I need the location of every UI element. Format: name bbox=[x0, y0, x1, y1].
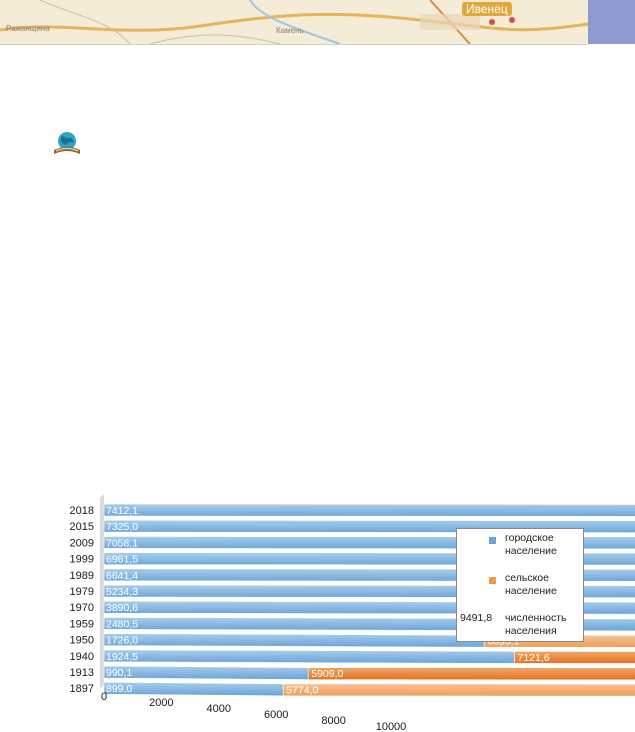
category-label: 1950 bbox=[70, 635, 94, 647]
legend-total-sample: 9491,8 bbox=[460, 612, 493, 624]
bar-urban bbox=[103, 649, 515, 664]
legend-urban-line1: городское bbox=[505, 532, 554, 544]
town-label: Ивенец bbox=[462, 2, 512, 16]
ticks-layer: 0 2000 4000 6000 8000 10000 bbox=[101, 691, 406, 732]
category-label: 1970 bbox=[70, 602, 94, 614]
legend-total-line2: населения bbox=[505, 625, 557, 637]
data-label-urban: 7058,1 bbox=[106, 537, 138, 549]
chart-wall bbox=[100, 494, 104, 689]
x-tick-label: 10000 bbox=[376, 721, 407, 732]
category-label: 1897 bbox=[70, 683, 94, 695]
x-tick-label: 2000 bbox=[149, 697, 173, 709]
labels-layer: 20187412,12079,79491,820157325,02155,994… bbox=[70, 505, 550, 696]
x-tick-label: 6000 bbox=[264, 709, 288, 721]
data-label-urban: 899,0 bbox=[106, 683, 132, 695]
x-tick-label: 4000 bbox=[207, 703, 231, 715]
data-label-urban: 2480,5 bbox=[106, 618, 138, 630]
data-label-urban: 6961,5 bbox=[106, 554, 138, 566]
legend-swatch-rural bbox=[489, 577, 496, 584]
category-label: 2009 bbox=[70, 537, 94, 549]
bar-urban bbox=[103, 633, 485, 648]
category-label: 1979 bbox=[70, 586, 94, 598]
data-label-urban: 3890,6 bbox=[106, 602, 138, 614]
category-label: 1999 bbox=[70, 554, 94, 566]
bar-rural bbox=[514, 651, 635, 664]
legend-urban-line2: население bbox=[505, 545, 557, 557]
data-label-urban: 1924,5 bbox=[106, 651, 138, 663]
category-label: 2015 bbox=[70, 521, 94, 533]
bar-urban bbox=[103, 503, 635, 517]
x-tick-label: 0 bbox=[101, 691, 107, 703]
data-label-rural: 7121,6 bbox=[517, 652, 549, 664]
data-label-rural: 5909,0 bbox=[311, 668, 343, 680]
bar-urban bbox=[103, 665, 309, 680]
x-tick-label: 8000 bbox=[321, 715, 345, 727]
data-label-urban: 7412,1 bbox=[106, 505, 138, 517]
category-label: 1959 bbox=[70, 618, 94, 630]
data-label-urban: 7325,0 bbox=[106, 521, 138, 533]
category-label: 2018 bbox=[70, 505, 94, 517]
category-label: 1989 bbox=[70, 570, 94, 582]
bar-rural bbox=[282, 683, 635, 697]
globe-book-icon bbox=[54, 132, 80, 154]
legend: городское население сельское население 9… bbox=[456, 528, 584, 642]
data-label-urban: 5234,3 bbox=[106, 586, 138, 598]
place-label: Ражанщина bbox=[6, 24, 50, 33]
legend-total-line1: численность bbox=[505, 612, 567, 624]
legend-rural-line1: сельское bbox=[505, 572, 549, 584]
category-label: 1940 bbox=[70, 651, 94, 663]
data-label-urban: 1726,0 bbox=[106, 635, 138, 647]
map-roads bbox=[0, 0, 588, 44]
place-label: Камень bbox=[276, 26, 304, 35]
category-label: 1913 bbox=[70, 667, 94, 679]
data-label-rural: 5774,0 bbox=[286, 684, 318, 696]
corner-tab bbox=[588, 0, 635, 44]
data-label-urban: 6641,4 bbox=[106, 570, 138, 582]
legend-swatch-urban bbox=[489, 537, 496, 544]
data-label-urban: 990,1 bbox=[106, 667, 132, 679]
map-strip: Ивенец Ражанщина Камень bbox=[0, 0, 588, 45]
legend-rural-line2: население bbox=[505, 585, 557, 597]
bar-rural bbox=[307, 667, 635, 681]
